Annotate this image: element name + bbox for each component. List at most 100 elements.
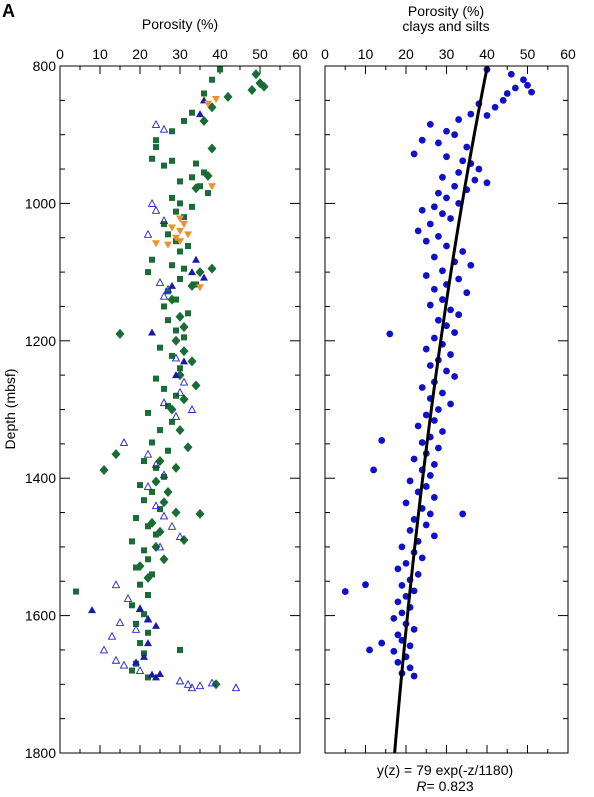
data-point [455, 169, 463, 176]
data-point [426, 120, 434, 128]
data-point [161, 162, 167, 169]
data-point [129, 538, 135, 545]
data-point [209, 76, 215, 83]
data-point [159, 554, 169, 565]
data-point [167, 294, 177, 305]
data-point [503, 90, 511, 97]
fit-equation: y(z) = 79 exp(-z/1180) [377, 762, 513, 778]
x-tick-label: 40 [479, 46, 495, 62]
data-point [447, 306, 454, 314]
data-point [169, 194, 175, 201]
data-point [73, 588, 79, 595]
data-point [378, 639, 386, 647]
data-point [426, 472, 434, 479]
x-tick-label: 60 [560, 46, 576, 62]
data-point [459, 248, 467, 255]
data-point [390, 614, 398, 622]
data-point [185, 310, 191, 317]
data-point [430, 461, 438, 468]
data-point [247, 85, 257, 96]
data-point [455, 275, 463, 283]
right-panel-title: Porosity (%) [408, 3, 484, 19]
y-tick-labels: 800 1000 1200 1400 1600 1800 [25, 58, 56, 761]
data-point [231, 683, 241, 692]
data-point [208, 183, 216, 191]
data-point [153, 531, 159, 538]
data-point [386, 330, 394, 338]
data-point [398, 543, 406, 551]
data-point [143, 449, 153, 458]
data-point [183, 442, 193, 453]
y-tick-label: 1000 [25, 195, 56, 211]
data-point [165, 231, 171, 238]
data-point [176, 238, 184, 246]
data-point [207, 678, 217, 687]
data-point [378, 437, 386, 444]
data-point [155, 277, 165, 286]
right-data-points [341, 66, 535, 680]
data-point [251, 69, 261, 80]
data-point [430, 285, 438, 293]
data-point [143, 572, 153, 583]
data-point [179, 394, 189, 405]
data-point [172, 371, 180, 379]
data-point [443, 367, 450, 375]
y-tick-label: 1600 [25, 608, 56, 624]
data-point [426, 301, 434, 309]
data-point [439, 173, 446, 181]
right-plot-frame [324, 65, 569, 754]
data-point [119, 660, 129, 669]
data-point [511, 84, 519, 92]
data-point [430, 494, 438, 501]
data-point [156, 669, 164, 677]
data-point [148, 670, 156, 678]
data-point [132, 658, 140, 666]
data-point [455, 311, 463, 319]
data-point [176, 227, 184, 235]
data-point [491, 103, 499, 111]
data-point [152, 240, 160, 248]
data-point [406, 477, 414, 485]
data-point [111, 580, 121, 589]
data-point [169, 157, 175, 164]
x-tick-label: 0 [56, 46, 64, 62]
data-point [107, 631, 117, 640]
data-point [129, 667, 135, 674]
data-point [168, 281, 176, 289]
data-point [447, 351, 454, 358]
data-point [451, 182, 458, 190]
data-point [451, 329, 458, 336]
data-point [88, 606, 96, 614]
data-point [451, 131, 458, 139]
data-point [430, 203, 438, 211]
data-point [149, 571, 155, 578]
data-point [157, 344, 163, 351]
data-point [164, 241, 172, 249]
data-point [204, 100, 212, 108]
data-point [179, 322, 189, 333]
data-point [137, 482, 143, 489]
data-point [410, 625, 418, 633]
data-point [422, 411, 430, 419]
data-point [159, 497, 169, 508]
data-point [155, 456, 165, 467]
x-tick-label: 30 [172, 46, 188, 62]
data-point [188, 268, 196, 276]
data-point [175, 387, 185, 396]
data-point [426, 510, 434, 518]
data-point [418, 136, 426, 144]
data-point [168, 224, 176, 232]
data-point [159, 398, 169, 407]
data-point [151, 501, 161, 510]
data-point [171, 411, 181, 420]
data-point [189, 174, 195, 181]
data-point [199, 115, 209, 126]
data-point [145, 269, 151, 276]
data-point [181, 117, 187, 124]
panel-label: A [2, 1, 15, 21]
data-point [184, 231, 192, 239]
data-point [430, 417, 438, 424]
data-point [426, 362, 434, 369]
data-point [181, 265, 187, 272]
data-point [161, 303, 167, 310]
